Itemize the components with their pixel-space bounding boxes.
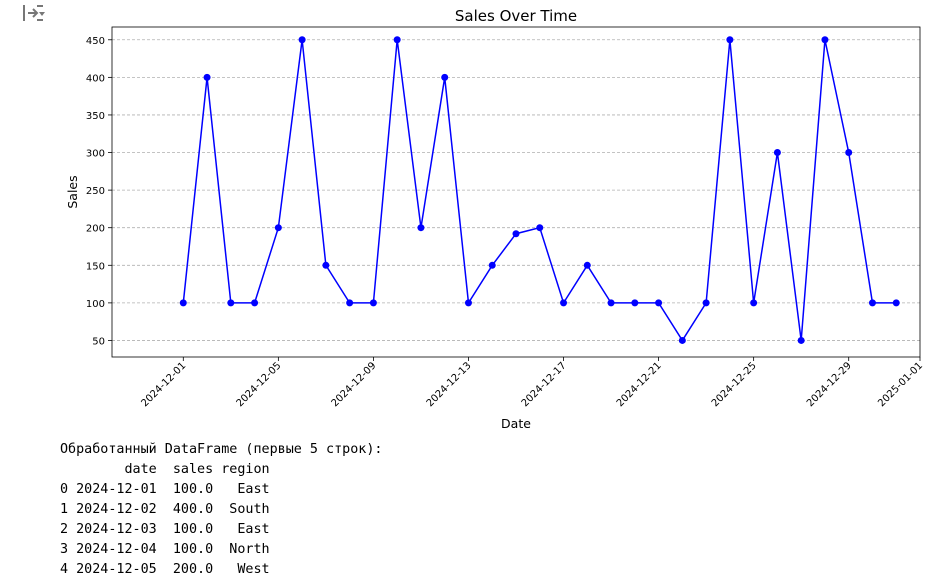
- data-point: [583, 261, 591, 269]
- data-point: [797, 336, 805, 344]
- console-row: 0 2024-12-01 100.0 East: [60, 482, 270, 497]
- data-point: [536, 224, 544, 232]
- data-point: [322, 261, 330, 269]
- data-point: [464, 299, 472, 307]
- chart-title: Sales Over Time: [455, 7, 577, 25]
- console-row: 4 2024-12-05 200.0 West: [60, 562, 270, 577]
- output-toggle-icon[interactable]: [20, 2, 46, 26]
- y-tick-label: 450: [86, 36, 105, 47]
- data-point: [726, 36, 734, 44]
- x-tick-label: 2024-12-25: [710, 360, 759, 409]
- y-tick-label: 250: [86, 186, 105, 197]
- data-point: [678, 336, 686, 344]
- x-tick-label: 2024-12-13: [425, 360, 474, 409]
- x-tick-label: 2024-12-09: [330, 360, 379, 409]
- data-point: [607, 299, 615, 307]
- data-point: [821, 36, 829, 44]
- data-point: [179, 299, 187, 307]
- data-point: [441, 73, 449, 81]
- console-row: 3 2024-12-04 100.0 North: [60, 542, 270, 557]
- data-point: [702, 299, 710, 307]
- console-output: Обработанный DataFrame (первые 5 строк):…: [60, 440, 382, 580]
- line-chart: Sales Over Time 50 100 150 200 250 300 350 400 4…: [65, 7, 925, 431]
- x-tick-label: 2024-12-01: [140, 360, 189, 409]
- y-tick-label: 150: [86, 261, 105, 272]
- x-tick-label: 2025-01-01: [876, 360, 925, 409]
- y-tick-label: 350: [86, 111, 105, 122]
- x-axis: 2024-12-01 2024-12-05 2024-12-09 2024-12-13…: [140, 357, 925, 409]
- plot-frame: [111, 26, 921, 358]
- x-tick-label: 2024-12-17: [520, 360, 569, 409]
- data-point: [417, 224, 425, 232]
- data-point: [298, 36, 306, 44]
- data-point: [274, 224, 282, 232]
- data-point: [488, 261, 496, 269]
- grid-lines: [112, 39, 920, 341]
- y-tick-label: 200: [86, 224, 105, 235]
- data-point: [868, 299, 876, 307]
- x-tick-label: 2024-12-21: [615, 360, 664, 409]
- console-header: Обработанный DataFrame (первые 5 строк):: [60, 442, 383, 457]
- x-tick-label: 2024-12-29: [805, 360, 854, 409]
- data-point: [512, 230, 520, 238]
- y-axis: 50 100 150 200 250 300 350 400 450: [86, 36, 112, 347]
- console-row: 1 2024-12-02 400.0 South: [60, 502, 270, 517]
- data-point: [227, 299, 235, 307]
- y-tick-label: 100: [86, 299, 105, 310]
- data-point: [560, 299, 568, 307]
- data-point: [393, 36, 401, 44]
- data-point: [845, 149, 853, 157]
- data-point: [750, 299, 758, 307]
- series-sales: [179, 36, 900, 344]
- chart-container: Sales Over Time 50 100 150 200 250 300 350 400 4…: [65, 7, 925, 431]
- data-point: [773, 149, 781, 157]
- y-tick-label: 300: [86, 149, 105, 160]
- data-point: [892, 299, 900, 307]
- y-tick-label: 400: [86, 73, 105, 84]
- data-point: [346, 299, 354, 307]
- console-columns: date sales region: [60, 462, 270, 477]
- data-point: [655, 299, 663, 307]
- x-tick-label: 2024-12-05: [235, 360, 284, 409]
- data-point: [631, 299, 639, 307]
- x-axis-label: Date: [501, 416, 531, 431]
- y-axis-label: Sales: [65, 175, 80, 208]
- data-point: [203, 73, 211, 81]
- console-row: 2 2024-12-03 100.0 East: [60, 522, 270, 537]
- y-tick-label: 50: [92, 336, 105, 347]
- data-point: [369, 299, 377, 307]
- data-point: [251, 299, 259, 307]
